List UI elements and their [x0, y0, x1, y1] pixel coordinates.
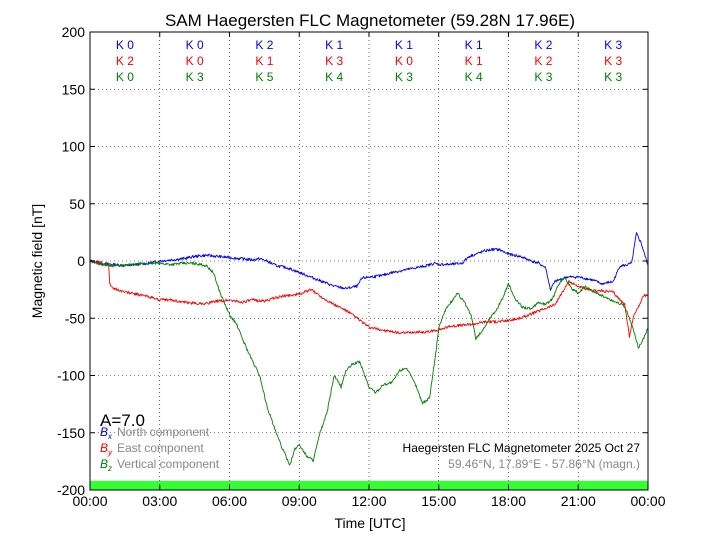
- k-index-north: K 0: [186, 38, 204, 52]
- legend-label: Vertical component: [117, 457, 220, 471]
- k-index-north: K 1: [465, 38, 483, 52]
- k-index-vertical: K 0: [116, 70, 134, 84]
- series-lines: [89, 232, 649, 466]
- legend-entry-east: By East component: [100, 441, 204, 457]
- y-tick-label: 0: [77, 253, 85, 269]
- legend-label: North component: [117, 425, 210, 439]
- y-tick-label: -50: [65, 310, 85, 326]
- k-index-vertical: K 4: [465, 70, 483, 84]
- k-index-east: K 0: [186, 54, 204, 68]
- k-index-east: K 3: [325, 54, 343, 68]
- legend-label: East component: [117, 441, 204, 455]
- chart-title: SAM Haegersten FLC Magnetometer (59.28N …: [165, 11, 575, 30]
- k-index-north: K 2: [255, 38, 273, 52]
- station-coordinates: 59.46°N, 17.89°E - 57.86°N (magn.): [448, 457, 640, 471]
- series-line-vertical-component: [89, 260, 649, 466]
- k-index-north: K 1: [395, 38, 413, 52]
- x-tick-label: 21:00: [561, 493, 596, 509]
- k-index-vertical: K 3: [186, 70, 204, 84]
- y-tick-label: 50: [69, 196, 85, 212]
- k-index-east: K 2: [116, 54, 134, 68]
- x-tick-label: 18:00: [491, 493, 526, 509]
- a-index-label: A=7.0: [100, 411, 145, 430]
- y-axis-label: Magnetic field [nT]: [29, 204, 45, 318]
- k-index-north: K 0: [116, 38, 134, 52]
- x-tick-label: 03:00: [142, 493, 177, 509]
- legend-symbol: Bx: [100, 425, 113, 441]
- x-tick-label: 06:00: [212, 493, 247, 509]
- y-tick-label: 100: [62, 139, 86, 155]
- k-index-east: K 2: [534, 54, 552, 68]
- x-tick-label: 15:00: [421, 493, 456, 509]
- series-line-north-component: [89, 232, 649, 291]
- k-index-table: K 0 K 0 K 2 K 1 K 1 K 1 K 2 K 3 K 2 K 0 K 1 K 3 K 0 K…: [116, 38, 623, 84]
- x-tick-label: 00:00: [72, 493, 107, 509]
- legend: Bx North component By East component Bz …: [100, 425, 220, 473]
- grid-lines: [90, 32, 648, 490]
- legend-symbol: Bz: [100, 457, 112, 473]
- x-axis-label: Time [UTC]: [334, 515, 405, 531]
- k-index-east: K 1: [465, 54, 483, 68]
- series-line-east-component: [89, 259, 649, 338]
- x-tick-label: 09:00: [282, 493, 317, 509]
- axis-ticks: 00:00 03:00 06:00 09:00 12:00 15:00 18:00 21:00…: [57, 24, 666, 509]
- k-index-east: K 3: [604, 54, 622, 68]
- k-index-east: K 1: [255, 54, 273, 68]
- k-index-vertical: K 4: [325, 70, 343, 84]
- k-index-north: K 2: [534, 38, 552, 52]
- y-tick-label: -100: [57, 368, 85, 384]
- y-tick-label: 150: [62, 81, 86, 97]
- legend-symbol: By: [100, 441, 113, 457]
- k-index-vertical: K 3: [395, 70, 413, 84]
- k-index-north: K 3: [604, 38, 622, 52]
- k-index-vertical: K 3: [604, 70, 622, 84]
- y-tick-label: -150: [57, 425, 85, 441]
- k-index-vertical: K 3: [534, 70, 552, 84]
- y-tick-label: -200: [57, 482, 85, 498]
- k-index-east: K 0: [395, 54, 413, 68]
- k-index-vertical: K 5: [255, 70, 273, 84]
- k-index-north: K 1: [325, 38, 343, 52]
- x-tick-label: 00:00: [630, 493, 665, 509]
- legend-entry-north: Bx North component: [100, 425, 210, 441]
- x-tick-label: 12:00: [351, 493, 386, 509]
- y-tick-label: 200: [62, 24, 86, 40]
- legend-entry-vertical: Bz Vertical component: [100, 457, 220, 473]
- station-annotation: Haegersten FLC Magnetometer 2025 Oct 27: [403, 441, 641, 455]
